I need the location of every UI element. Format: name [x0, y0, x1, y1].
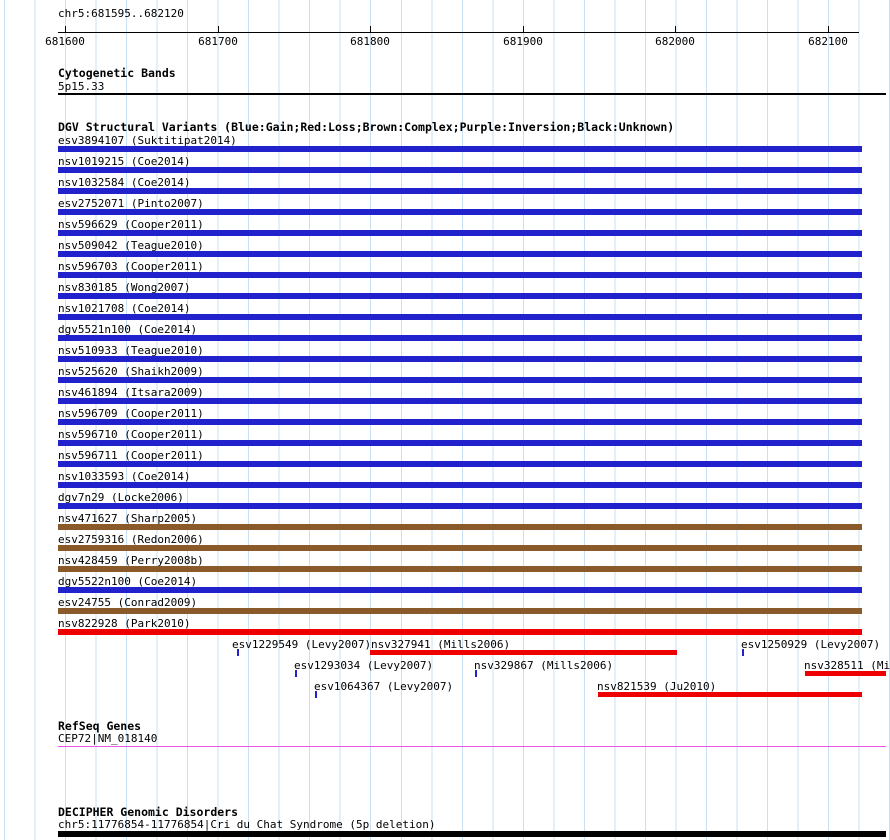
ruler-tick-label: 682100	[808, 35, 848, 48]
dgv-variant-label: esv2752071 (Pinto2007)	[58, 197, 204, 210]
dgv-variant-bar[interactable]	[58, 251, 862, 257]
refseq-gene-label: CEP72|NM_018140	[58, 732, 158, 745]
dgv-variant-bar[interactable]	[58, 167, 862, 173]
dgv-variant-bar[interactable]	[58, 146, 862, 152]
dgv-variant-label: nsv596710 (Cooper2011)	[58, 428, 204, 441]
dgv-variant-bar[interactable]	[598, 692, 862, 697]
cytobands-title: Cytogenetic Bands	[58, 66, 176, 80]
dgv-variant-bar[interactable]	[58, 440, 862, 446]
ruler-tick-label: 681700	[198, 35, 238, 48]
region-label: chr5:681595..682120	[58, 7, 184, 20]
dgv-variant-bar[interactable]	[370, 650, 677, 655]
ruler-tick-label: 681600	[45, 35, 85, 48]
dgv-variant-bar[interactable]	[805, 671, 886, 676]
cytoband-glyph[interactable]	[58, 93, 886, 95]
dgv-variant-label: nsv830185 (Wong2007)	[58, 281, 191, 294]
dgv-variant-bar[interactable]	[58, 230, 862, 236]
dgv-variant-bar[interactable]	[58, 503, 862, 509]
dgv-variant-label: esv1250929 (Levy2007)	[741, 638, 881, 651]
dgv-variant-label: esv2759316 (Redon2006)	[58, 533, 204, 546]
dgv-variant-label: nsv822928 (Park2010)	[58, 617, 191, 630]
dgv-variant-label: esv1229549 (Levy2007)	[232, 638, 372, 651]
dgv-variant-label: nsv1032584 (Coe2014)	[58, 176, 191, 189]
dgv-variant-label: nsv596629 (Cooper2011)	[58, 218, 204, 231]
dgv-variant-bar[interactable]	[58, 629, 862, 635]
dgv-variant-bar[interactable]	[58, 461, 862, 467]
dgv-variant-label: nsv525620 (Shaikh2009)	[58, 365, 204, 378]
dgv-variant-label: nsv509042 (Teague2010)	[58, 239, 204, 252]
ruler-tick	[65, 26, 66, 33]
dgv-variant-bar[interactable]	[58, 566, 862, 572]
dgv-variant-bar[interactable]	[58, 545, 862, 551]
dgv-variant-bar[interactable]	[58, 314, 862, 320]
dgv-variant-label: nsv471627 (Sharp2005)	[58, 512, 198, 525]
ruler-axis-line	[58, 32, 859, 33]
dgv-variant-label: nsv327941 (Mills2006)	[371, 638, 511, 651]
decipher-title: DECIPHER Genomic Disorders	[58, 805, 239, 819]
ruler-tick	[370, 26, 371, 33]
dgv-variant-bar[interactable]	[58, 608, 862, 614]
dgv-variant-bar[interactable]	[475, 670, 477, 677]
dgv-variant-bar[interactable]	[58, 419, 862, 425]
ruler-tick	[828, 26, 829, 33]
ruler-tick	[523, 26, 524, 33]
dgv-variant-label: nsv1021708 (Coe2014)	[58, 302, 191, 315]
dgv-variant-bar[interactable]	[58, 587, 862, 593]
dgv-variant-label: nsv1019215 (Coe2014)	[58, 155, 191, 168]
decipher-entry-label: chr5:11776854-11776854|Cri du Chat Syndr…	[58, 818, 436, 831]
dgv-variant-label: nsv428459 (Perry2008b)	[58, 554, 204, 567]
dgv-variant-bar[interactable]	[58, 188, 862, 194]
dgv-variant-label: nsv596711 (Cooper2011)	[58, 449, 204, 462]
ruler-tick-label: 681900	[503, 35, 543, 48]
dgv-variant-label: dgv5522n100 (Coe2014)	[58, 575, 198, 588]
dgv-variant-bar[interactable]	[295, 670, 297, 677]
dgv-variant-bar[interactable]	[58, 272, 862, 278]
dgv-variant-bar[interactable]	[315, 691, 317, 698]
dgv-variant-label: esv3894107 (Suktitipat2014)	[58, 134, 237, 147]
decipher-glyph[interactable]	[58, 831, 886, 837]
refseq-gene-glyph[interactable]	[58, 746, 886, 747]
cytoband-name: 5p15.33	[58, 80, 105, 93]
dgv-variant-bar[interactable]	[237, 649, 239, 656]
dgv-variant-bar[interactable]	[58, 524, 862, 530]
dgv-variant-label: dgv7n29 (Locke2006)	[58, 491, 184, 504]
dgv-variant-label: nsv821539 (Ju2010)	[597, 680, 717, 693]
dgv-variant-bar[interactable]	[58, 209, 862, 215]
ruler-tick	[218, 26, 219, 33]
dgv-variant-bar[interactable]	[58, 293, 862, 299]
dgv-variant-bar[interactable]	[58, 482, 862, 488]
dgv-variant-bar[interactable]	[58, 377, 862, 383]
dgv-variant-bar[interactable]	[58, 356, 862, 362]
dgv-variant-label: nsv510933 (Teague2010)	[58, 344, 204, 357]
dgv-variant-bar[interactable]	[58, 335, 862, 341]
dgv-variant-label: nsv596703 (Cooper2011)	[58, 260, 204, 273]
dgv-variant-label: esv24755 (Conrad2009)	[58, 596, 198, 609]
dgv-variant-label: nsv329867 (Mills2006)	[474, 659, 614, 672]
dgv-track-title: DGV Structural Variants (Blue:Gain;Red:L…	[58, 120, 675, 134]
dgv-variant-label: nsv461894 (Itsara2009)	[58, 386, 204, 399]
dgv-variant-label: nsv328511 (Mills2006)	[804, 659, 890, 672]
ruler-tick-label: 682000	[655, 35, 695, 48]
dgv-variant-label: nsv596709 (Cooper2011)	[58, 407, 204, 420]
refseq-title: RefSeq Genes	[58, 719, 142, 733]
dgv-variant-label: esv1293034 (Levy2007)	[294, 659, 434, 672]
ruler-tick-label: 681800	[350, 35, 390, 48]
dgv-variant-label: nsv1033593 (Coe2014)	[58, 470, 191, 483]
dgv-variant-bar[interactable]	[58, 398, 862, 404]
dgv-variant-label: esv1064367 (Levy2007)	[314, 680, 454, 693]
dgv-variant-label: dgv5521n100 (Coe2014)	[58, 323, 198, 336]
dgv-variant-bar[interactable]	[742, 649, 744, 656]
ruler-tick	[675, 26, 676, 33]
